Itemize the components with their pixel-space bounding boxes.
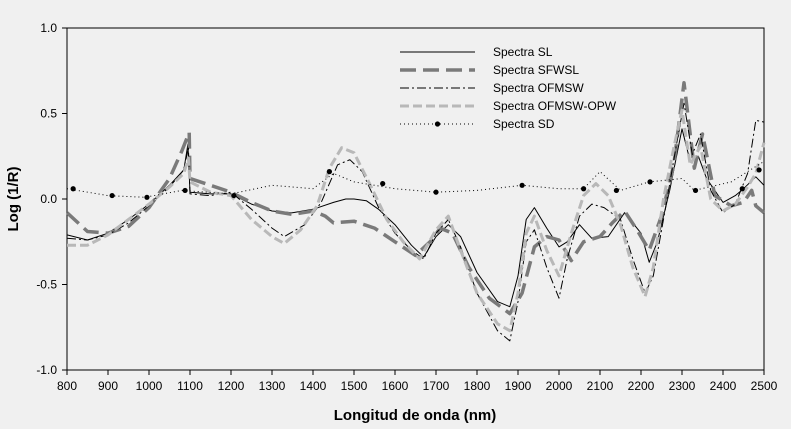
series-marker (109, 192, 115, 199)
series-line-1 (65, 80, 766, 316)
y-axis-title: Log (1/R) (5, 167, 22, 232)
series-marker (581, 186, 587, 192)
x-tick-label: 2500 (751, 379, 778, 393)
y-tick-label: 1.0 (40, 21, 57, 35)
series-marker (326, 169, 332, 175)
series-marker (647, 179, 653, 185)
series-layer (65, 80, 766, 342)
x-tick-label: 1400 (300, 379, 327, 393)
legend-marker (434, 121, 441, 127)
x-tick-label: 1200 (218, 379, 245, 393)
x-axis-title: Longitud de onda (nm) (334, 407, 496, 424)
series-marker (70, 186, 76, 192)
x-tick-label: 1300 (259, 379, 286, 393)
series-marker (692, 187, 699, 194)
series-marker (380, 181, 386, 187)
legend-label: Spectra OFMSW (493, 81, 584, 95)
x-tick-label: 1800 (464, 379, 491, 393)
x-tick-label: 1500 (341, 379, 368, 393)
x-tick-label: 900 (98, 379, 118, 393)
series-line-2 (66, 102, 765, 342)
legend-label: Spectra SL (493, 45, 553, 59)
x-tick-label: 2100 (587, 379, 614, 393)
series-marker (433, 189, 439, 195)
x-axis-ticks: 800 900 1000 1100 1200 1300 1400 1500 1600 1700 18… (57, 370, 778, 393)
legend-label: Spectra SFWSL (493, 63, 579, 77)
legend-label: Spectra OFMSW-OPW (493, 99, 617, 113)
series-marker (231, 192, 237, 199)
x-tick-label: 800 (57, 379, 77, 393)
x-tick-label: 2300 (669, 379, 696, 393)
x-tick-label: 1900 (505, 379, 532, 393)
x-tick-label: 2400 (710, 379, 737, 393)
series-marker (613, 187, 620, 194)
y-tick-label: 0.0 (40, 192, 57, 206)
x-tick-label: 2200 (628, 379, 655, 393)
x-tick-label: 2000 (546, 379, 573, 393)
series-marker (144, 194, 150, 200)
series-line-3 (67, 108, 766, 333)
legend: Spectra SL Spectra SFWSL Spectra OFMSW Spec… (400, 45, 617, 131)
y-axis-ticks: -1.0 -0.5 0.0 0.5 1.0 (36, 21, 67, 377)
y-tick-label: -0.5 (36, 278, 57, 292)
x-tick-label: 1600 (382, 379, 409, 393)
plot-area (66, 27, 765, 371)
x-tick-label: 1000 (136, 379, 163, 393)
series-marker (182, 187, 188, 194)
y-tick-label: -1.0 (36, 363, 57, 377)
series-line-4 (66, 160, 765, 198)
x-tick-label: 1700 (423, 379, 450, 393)
series-marker (519, 182, 525, 188)
series-marker (739, 186, 745, 192)
y-tick-label: 0.5 (40, 107, 57, 121)
x-tick-label: 1100 (177, 379, 203, 393)
legend-label: Spectra SD (493, 117, 555, 131)
series-marker (756, 167, 762, 173)
